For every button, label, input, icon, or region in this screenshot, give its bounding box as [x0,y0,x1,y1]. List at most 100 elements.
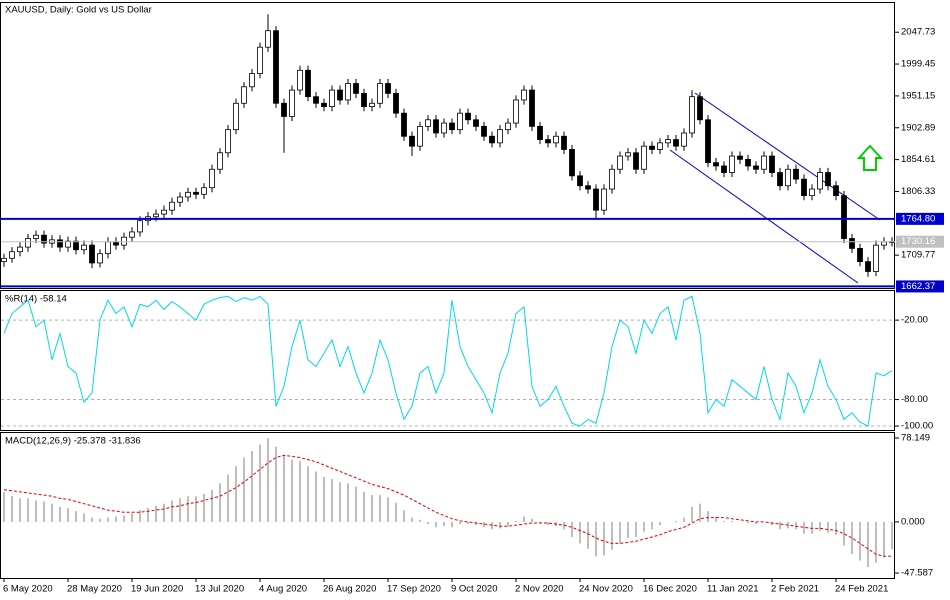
candle-body [121,236,127,246]
candle-body [609,168,615,190]
candle-body [745,158,751,167]
y-tick-label: 0.000 [901,516,925,527]
y-tick-label: 1806.33 [901,186,935,197]
candle-body [521,89,527,101]
candle-body [465,112,471,121]
candle-body [809,188,815,197]
candle-body [801,178,807,197]
y-tick-label: 1902.89 [901,122,935,133]
candle-body [873,244,879,272]
candle-body [577,175,583,187]
y-tick-label: 78.149 [901,433,930,444]
candle-body [89,244,95,264]
candle-body [417,125,423,147]
price-label-box [896,212,944,225]
candle-body [313,96,319,104]
candle-body [65,240,71,248]
candle-body [161,209,167,215]
wpr-line [3,295,893,427]
candle-body [481,125,487,137]
candle-body [9,251,15,259]
candle-body [73,240,79,251]
candle-body [769,155,775,173]
macd-title: MACD(12,26,9) -25.378 -31.836 [5,436,141,447]
candle-body [489,135,495,144]
candle-body [361,92,367,107]
candle-body [329,89,335,107]
price-label-box [896,235,944,248]
price-label-box [896,280,944,293]
candle-body [825,172,831,187]
candle-body [857,248,863,263]
x-tick-label: 26 Aug 2020 [323,584,376,595]
candle-body [729,155,735,173]
candle-body [345,83,351,101]
candle-body [665,139,671,144]
candle-body [585,185,591,190]
candle-body [817,172,823,190]
x-tick-label: 2 Feb 2021 [771,584,819,595]
candle-body [137,220,143,233]
y-tick-label: -80.00 [901,394,928,405]
candle-body [201,187,207,195]
wpr-frame [0,290,895,431]
candle-body [505,122,511,131]
x-tick-label: 17 Sep 2020 [387,584,441,595]
candle-body [209,168,215,189]
candle-body [233,102,239,131]
price-label: 1730.16 [901,236,935,247]
candle-body [105,241,111,255]
candle-body [793,168,799,180]
candle-body [721,165,727,173]
candle-body [593,188,599,211]
channel-upper [694,92,881,221]
x-tick-label: 4 Aug 2020 [259,584,307,595]
candle-body [281,102,287,117]
candle-body [673,139,679,147]
candle-body [457,112,463,131]
x-tick-label: 11 Jan 2021 [707,584,759,595]
candle-body [249,73,255,88]
candle-body [881,241,887,246]
candle-body [657,142,663,150]
signal-line [3,454,893,557]
candle-body [841,195,847,239]
candle-body [833,185,839,197]
candle-body [705,119,711,164]
candle-body [569,149,575,177]
y-tick-label: -100.00 [901,421,933,432]
candle-body [17,246,23,253]
candle-body [321,102,327,107]
y-tick-label: 1951.15 [901,90,935,101]
x-tick-label: 28 May 2020 [67,584,122,595]
candle-body [25,238,31,248]
candle-body [625,152,631,157]
candle-body [409,135,415,147]
candle-body [849,238,855,249]
candle-body [441,122,447,134]
candle-body [241,86,247,104]
candle-body [97,253,103,264]
candle-body [169,201,175,211]
candle-body [369,102,375,107]
x-tick-label: 9 Oct 2020 [451,584,497,595]
candle-body [617,155,623,170]
candle-body [401,112,407,137]
candle-body [385,83,391,94]
candle-body [57,239,63,248]
candle-body [497,129,503,144]
candle-body [425,119,431,127]
x-tick-label: 19 Jun 2020 [131,584,183,595]
candle-body [1,257,7,263]
candle-body [193,191,199,195]
candle-body [129,231,135,238]
candle-body [561,135,567,150]
candle-body [217,152,223,170]
candle-body [553,135,559,144]
candle-body [681,132,687,147]
candle-body [713,162,719,167]
candle-body [265,30,271,48]
candle-body [785,168,791,187]
candle-body [153,213,159,218]
